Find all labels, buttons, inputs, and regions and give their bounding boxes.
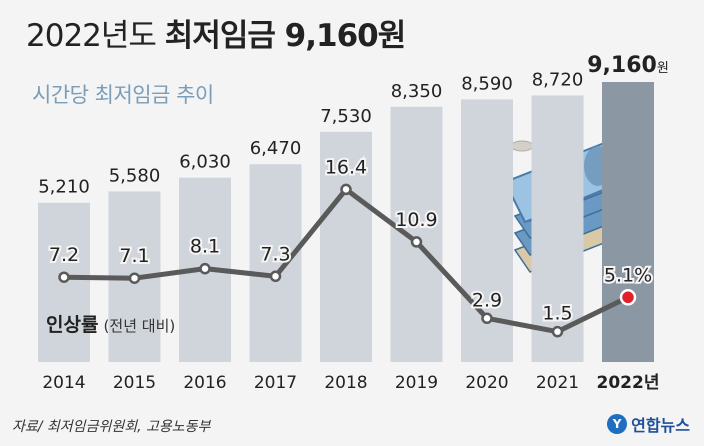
line-point-highlight [619,289,637,306]
bar-2022년 [602,82,654,362]
x-tick-label: 2019 [395,373,438,393]
line-value-label: 2.9 [472,289,502,311]
bar-value-label: 8,720 [532,69,584,90]
logo-mark-icon: Y [607,414,628,434]
line-legend-label: 인상률 [46,314,99,336]
title-year: 2022년도 [26,18,157,54]
page-title: 2022년도 최저임금 9,160원 [26,10,406,55]
line-point [481,312,493,325]
bar-value-label: 7,530 [320,106,372,127]
bar-2019 [390,106,443,362]
bar-value-label: 5,210 [38,177,90,198]
bar-value-label: 5,580 [109,165,161,186]
x-tick-label: 2016 [183,373,226,393]
line-value-label: 7.1 [119,245,149,267]
bar-2018 [320,131,372,362]
yonhap-logo: Y 연합뉴스 [607,412,690,436]
line-value-label: 16.4 [325,156,367,178]
logo-text: 연합뉴스 [631,416,690,435]
line-point [199,262,211,275]
line-value-label: 7.2 [49,244,79,266]
bar-value-label: 8,590 [461,73,513,94]
line-point [128,272,141,284]
chart-subtitle: 시간당 최저임금 추이 [32,83,214,107]
x-tick-label: 2015 [113,373,156,393]
line-value-label: 1.5 [542,303,572,325]
line-point [340,183,352,196]
x-tick-label: 2022년 [597,373,660,393]
title-wage: 최저임금 9,160원 [164,18,406,54]
line-legend: 인상률 (전년 대비) [46,310,175,337]
x-tick-label: 2020 [465,373,508,393]
line-point [58,271,70,283]
line-legend-sublabel: (전년 대비) [103,317,176,335]
line-point [269,270,282,283]
x-tick-label: 2018 [324,373,367,393]
line-value-label: 7.3 [260,243,290,265]
bar-2017 [249,164,302,362]
x-tick-label: 2021 [536,373,579,393]
bar-value-label: 6,470 [250,138,302,159]
line-point [410,236,423,248]
bar-value-label: 8,350 [391,81,443,102]
source-note: 자료/ 최저임금위원회, 고용노동부 [12,419,211,435]
line-value-label: 8.1 [190,236,220,258]
line-value-label: 10.9 [395,209,437,231]
bar-2021 [531,95,584,363]
x-tick-label: 2014 [42,373,85,393]
x-tick-label: 2017 [254,373,297,393]
line-point [551,325,564,338]
line-value-label: 5.1% [604,264,652,286]
bar-value-label: 6,030 [179,152,231,173]
bar-value-label: 9,160원 [587,53,669,78]
